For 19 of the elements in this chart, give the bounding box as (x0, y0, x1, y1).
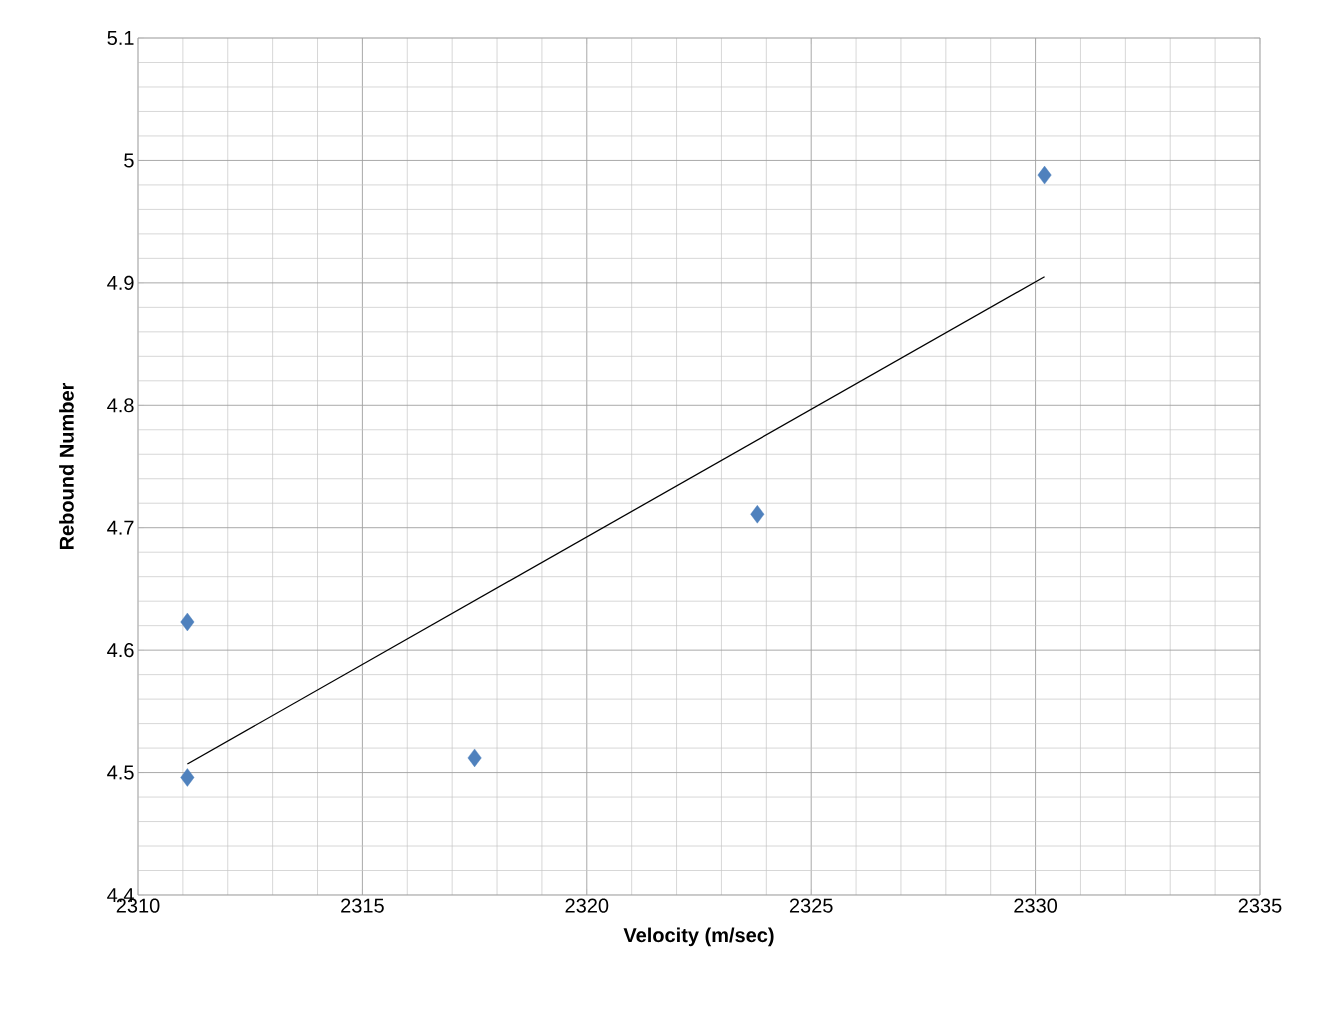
y-tick-label: 4.8 (107, 398, 134, 413)
x-tick-label: 2335 (1238, 898, 1282, 913)
y-tick-label: 4.9 (107, 275, 134, 290)
y-tick-label: 5 (124, 153, 134, 168)
point (750, 505, 765, 524)
x-axis-title: Velocity (m/sec) (623, 927, 774, 947)
y-tick-label: 4.7 (107, 520, 134, 535)
point (180, 612, 195, 632)
point (1037, 165, 1052, 185)
x-tick-label: 2330 (1014, 898, 1058, 913)
point (180, 768, 195, 787)
x-tick-label: 2325 (789, 898, 833, 913)
y-tick-label: 4.6 (107, 643, 134, 658)
y-axis-title: Rebound Number (59, 382, 74, 550)
y-tick-label: 5.1 (107, 31, 134, 45)
x-tick-label: 2320 (565, 898, 609, 913)
point (467, 748, 482, 768)
x-tick-label: 2315 (341, 898, 384, 913)
y-tick-label: 4.5 (107, 765, 134, 780)
